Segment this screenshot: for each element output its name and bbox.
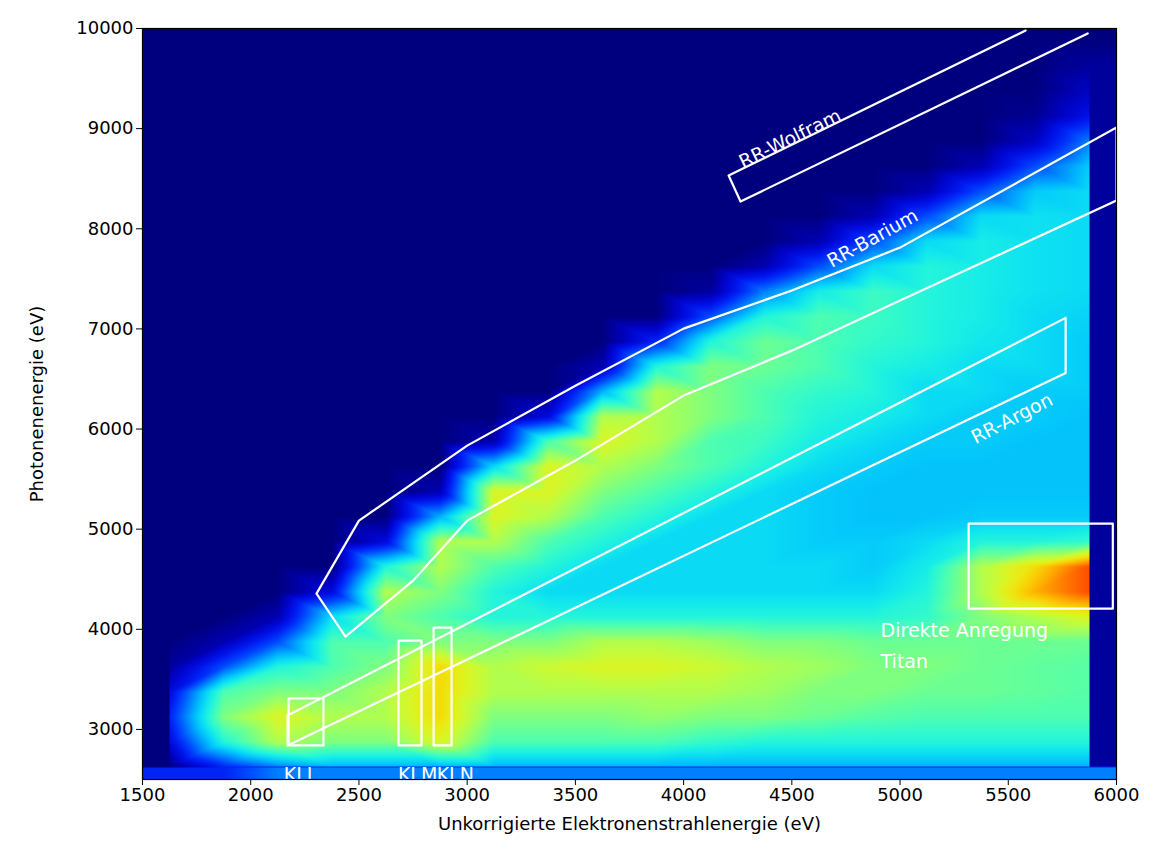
svg-text:1500: 1500 bbox=[120, 784, 166, 805]
svg-text:KLM: KLM bbox=[398, 763, 437, 785]
svg-text:4500: 4500 bbox=[769, 784, 815, 805]
svg-text:Photonenenergie (eV): Photonenenergie (eV) bbox=[26, 306, 47, 503]
svg-text:5500: 5500 bbox=[985, 784, 1031, 805]
svg-text:9000: 9000 bbox=[88, 117, 134, 138]
svg-text:5000: 5000 bbox=[88, 518, 134, 539]
svg-text:6000: 6000 bbox=[1094, 784, 1140, 805]
svg-text:7000: 7000 bbox=[88, 318, 134, 339]
svg-text:KLL: KLL bbox=[284, 763, 318, 785]
svg-text:4000: 4000 bbox=[661, 784, 707, 805]
svg-text:RR-Argon: RR-Argon bbox=[967, 388, 1056, 448]
svg-text:4000: 4000 bbox=[88, 618, 134, 639]
svg-text:5000: 5000 bbox=[877, 784, 923, 805]
svg-text:2000: 2000 bbox=[228, 784, 274, 805]
svg-text:3500: 3500 bbox=[552, 784, 598, 805]
svg-text:8000: 8000 bbox=[88, 218, 134, 239]
svg-text:RR-Barium: RR-Barium bbox=[823, 204, 921, 272]
svg-text:2500: 2500 bbox=[336, 784, 382, 805]
svg-text:Direkte AnregungTitan: Direkte AnregungTitan bbox=[880, 619, 1049, 671]
svg-text:6000: 6000 bbox=[88, 418, 134, 439]
svg-text:3000: 3000 bbox=[88, 718, 134, 739]
svg-text:KLN: KLN bbox=[437, 763, 474, 785]
svg-text:3000: 3000 bbox=[444, 784, 490, 805]
svg-text:10000: 10000 bbox=[76, 17, 133, 38]
svg-text:Unkorrigierte Elektronenstrahl: Unkorrigierte Elektronenstrahlenergie (e… bbox=[438, 813, 821, 834]
svg-text:RR-Wolfram: RR-Wolfram bbox=[735, 104, 844, 172]
